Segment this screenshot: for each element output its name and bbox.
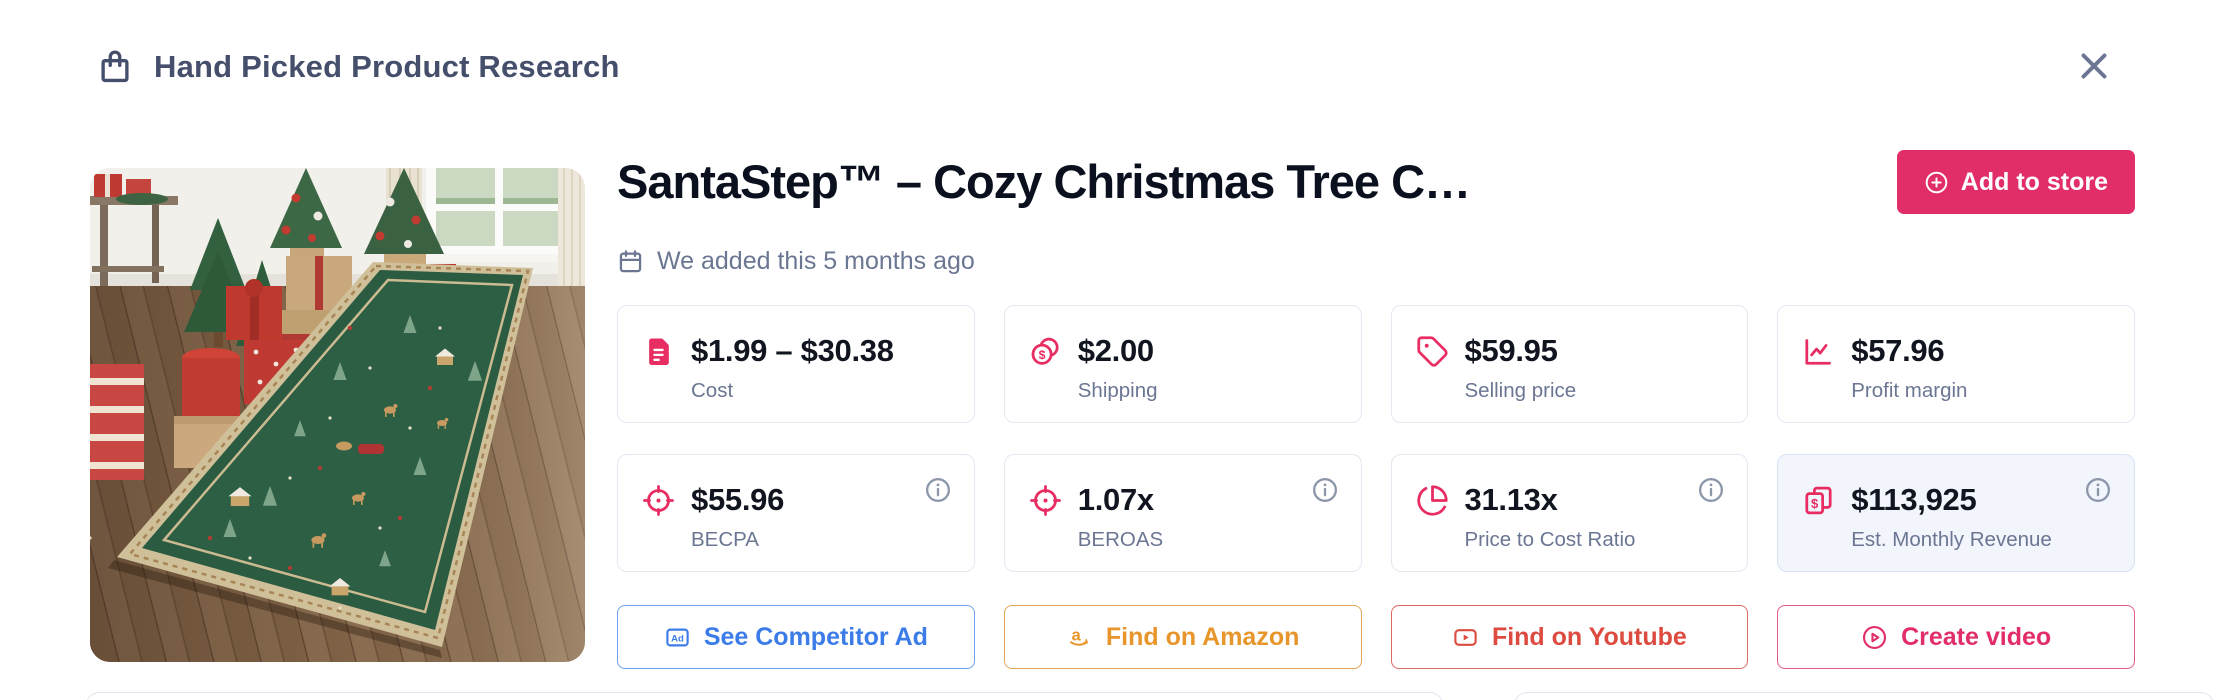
svg-text:$: $ [1811,496,1819,511]
stat-value: $59.95 [1464,333,1558,368]
action-label: See Competitor Ad [703,622,928,651]
document-icon [642,335,675,368]
create-video-button[interactable]: Create video [1777,605,2135,669]
stat-value: $1.99 – $30.38 [691,333,894,368]
stat-card-becpa: $55.96 BECPA [617,454,975,572]
stat-value: 1.07x [1077,482,1154,517]
stat-value: $55.96 [691,482,785,517]
action-label: Create video [1901,622,2052,651]
stat-label: Cost [691,379,734,402]
product-title: SantaStep™ – Cozy Christmas Tree C… [617,155,1471,208]
modal-title: Hand Picked Product Research [154,49,620,84]
stat-card-price-to-cost-ratio: 31.13x Price to Cost Ratio [1390,454,1749,572]
crosshair-icon [642,484,675,517]
action-buttons: Ad See Competitor Ad a Find on Amazon Fi… [617,605,2135,669]
action-label: Find on Amazon [1105,622,1300,651]
action-label: Find on Youtube [1491,622,1687,651]
shopping-bag-icon [96,48,134,86]
stat-card-est-monthly-revenue: $ $113,925 Est. Monthly Revenue [1777,454,2135,572]
add-to-store-label: Add to store [1960,167,2108,196]
stat-card-profit-margin: $57.96 Profit margin [1777,305,2135,423]
crosshair-icon [1029,484,1062,517]
ad-badge-icon: Ad [666,628,689,646]
pie-chart-icon [1416,484,1449,517]
info-icon[interactable] [1311,476,1339,504]
svg-text:$: $ [1038,347,1045,361]
svg-text:Ad: Ad [671,633,684,644]
info-icon[interactable] [1697,476,1725,504]
circle-plus-icon [1925,171,1948,193]
stat-card-cost: $1.99 – $30.38 Cost [617,305,975,423]
stat-label: Profit margin [1851,379,1968,402]
banknote-icon: $ [1802,484,1835,517]
modal-header: Hand Picked Product Research [96,48,620,86]
tag-icon [1416,335,1449,368]
stat-label: Selling price [1464,379,1577,402]
next-section-card [1514,692,2214,700]
youtube-icon [1454,628,1477,646]
find-on-amazon-button[interactable]: a Find on Amazon [1003,605,1362,669]
amazon-icon: a [1069,626,1088,646]
stat-label: Est. Monthly Revenue [1851,528,2052,551]
stat-label: Shipping [1077,379,1158,402]
stat-value: 31.13x [1464,482,1558,517]
stat-value: $113,925 [1851,482,1977,517]
stat-label: BECPA [691,528,759,551]
stat-value: $57.96 [1851,333,1945,368]
add-to-store-button[interactable]: Add to store [1896,150,2135,214]
svg-text:a: a [1071,626,1081,644]
added-ago: We added this 5 months ago [617,246,2135,276]
stat-card-beroas: 1.07x BEROAS [1003,454,1362,572]
stat-label: BEROAS [1077,528,1164,551]
stat-value: $2.00 [1077,333,1154,368]
coins-icon: $ [1029,335,1062,368]
play-circle-icon [1863,625,1887,649]
line-chart-icon [1802,335,1835,368]
info-icon[interactable] [924,476,952,504]
find-on-youtube-button[interactable]: Find on Youtube [1390,605,1749,669]
see-competitor-ad-button[interactable]: Ad See Competitor Ad [617,605,975,669]
stat-label: Price to Cost Ratio [1464,528,1636,551]
stat-card-selling-price: $59.95 Selling price [1390,305,1749,423]
product-image [90,168,585,662]
close-icon[interactable] [2074,46,2114,86]
info-icon[interactable] [2084,476,2112,504]
stats-grid: $1.99 – $30.38 Cost $ $2.00 Shipping [617,305,2135,572]
product-details: SantaStep™ – Cozy Christmas Tree C… Add … [617,150,2135,669]
next-section-card [86,692,1443,700]
stat-card-shipping: $ $2.00 Shipping [1003,305,1362,423]
added-ago-text: We added this 5 months ago [657,246,975,275]
calendar-icon [619,249,642,272]
